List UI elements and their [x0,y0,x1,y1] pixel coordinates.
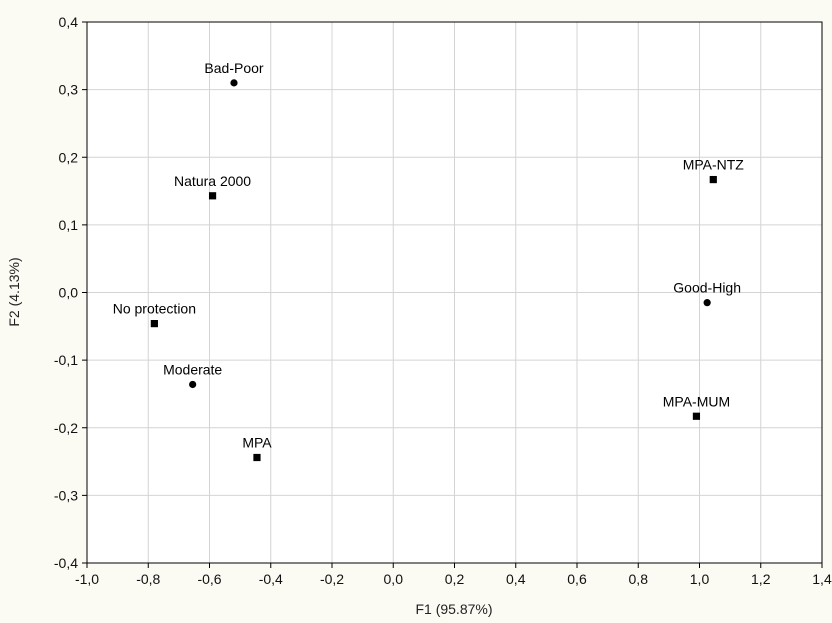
plot-frame [86,21,823,564]
point-marker-square [709,175,717,184]
x-tick-label: 0,8 [629,571,649,587]
point-marker-square [692,412,701,420]
point-label: Good-High [673,280,741,296]
y-axis-title: F2 (4.13%) [6,257,22,326]
y-tick-label: -0,1 [54,352,78,368]
x-axis-title: F1 (95.87%) [415,601,492,617]
point-marker-square [208,192,217,200]
y-tick-label: -0,4 [54,555,78,571]
y-tick-labels: -0,4 -0,3 -0,2 -0,1 0,0 0,1 0,2 0,3 0,4 [54,14,78,571]
x-tick-label: 0,6 [567,571,587,587]
point-label: Moderate [163,361,222,377]
point-label: MPA-MUM [663,393,730,409]
axis-ticks [82,21,823,568]
x-tick-label: 1,4 [812,571,832,587]
x-tick-label: -1,0 [75,571,99,587]
point-marker-circle [230,79,238,87]
x-tick-label: -0,6 [197,571,221,587]
x-tick-label: 0,4 [506,571,526,587]
x-tick-label: 1,0 [690,571,710,587]
point-label: No protection [113,301,196,317]
x-tick-label: -0,4 [259,571,283,587]
point-label: MPA-NTZ [683,157,745,173]
point-marker-square [150,320,158,328]
x-tick-label: -0,2 [320,571,344,587]
x-tick-label: 0,0 [384,571,404,587]
y-tick-label: 0,1 [59,217,79,233]
point-label: Bad-Poor [204,60,263,76]
point-marker-square [253,453,261,462]
point-marker-circle [189,380,197,389]
x-tick-label: -0,8 [136,571,160,587]
grid [87,22,822,563]
x-tick-label: 1,2 [751,571,771,587]
y-tick-label: 0,2 [59,149,79,165]
point-label: Natura 2000 [174,173,251,189]
point-marker-circle [703,299,711,307]
x-tick-labels: -1,0 -0,8 -0,6 -0,4 -0,2 0,0 0,2 0,4 0,6 0,8 1,0 1,… [75,571,832,587]
y-tick-label: -0,2 [54,420,78,436]
y-tick-label: 0,3 [59,82,79,98]
y-tick-label: -0,3 [54,487,78,503]
x-tick-label: 0,2 [445,571,465,587]
point-label: MPA [242,435,272,451]
data-points: Bad-Poor Natura 2000 No protection Moderate… [113,60,745,462]
y-tick-label: 0,4 [59,14,79,30]
y-tick-label: 0,0 [59,285,79,301]
